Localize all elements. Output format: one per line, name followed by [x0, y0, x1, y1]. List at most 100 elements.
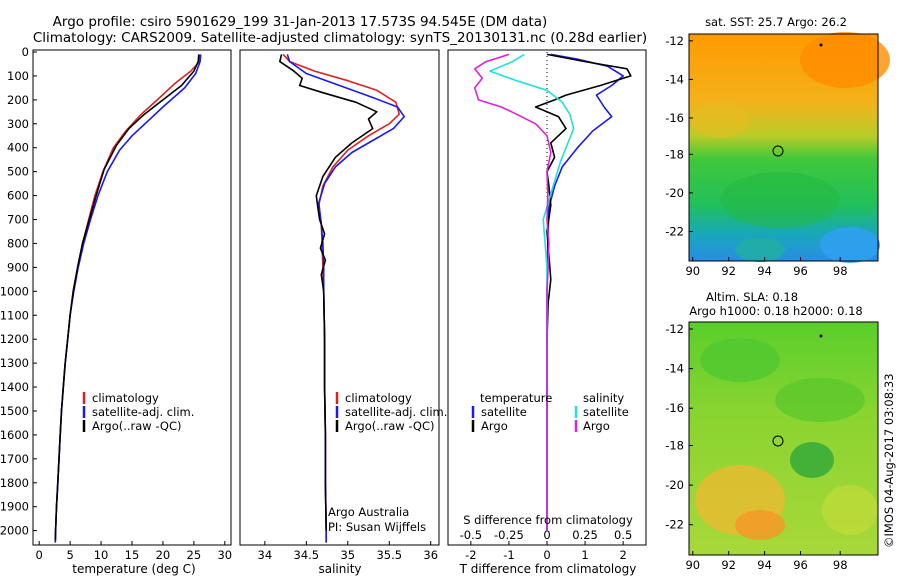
- sla-dark-green-patch: [790, 442, 834, 478]
- map-lon-label: 96: [793, 558, 808, 572]
- sst-map-axes: -12 -14 -16 -18 -20 -22 90 92 94 96 98: [665, 34, 847, 278]
- sla-lime-patch: [822, 485, 878, 535]
- temperature-tick-label: 15: [125, 548, 140, 562]
- depth-tick-label: 1400: [0, 380, 29, 394]
- map-lat-label: -20: [665, 478, 684, 492]
- depth-tick-label: 700: [7, 213, 29, 227]
- s-diff-tick-label: 0.5: [614, 528, 632, 542]
- series-argo-raw-qc-: [278, 54, 378, 531]
- depth-tick-label: 1000: [0, 284, 29, 298]
- depth-tick-label: 300: [7, 117, 29, 131]
- map-lat-label: -18: [665, 147, 684, 161]
- depth-tick-label: 1800: [0, 476, 29, 490]
- salinity-tick-label: 35: [340, 548, 355, 562]
- depth-tick-label: 900: [7, 260, 29, 274]
- temperature-tick-label: 10: [94, 548, 109, 562]
- depth-tick-label: 1500: [0, 404, 29, 418]
- map-lat-label: -14: [665, 72, 684, 86]
- map-lon-label: 92: [721, 558, 736, 572]
- t-diff-tick-label: 0: [543, 548, 550, 562]
- depth-tick-label: 1300: [0, 356, 29, 370]
- series-argo-raw-qc-: [54, 54, 200, 541]
- depth-tick-label: 1700: [0, 452, 29, 466]
- depth-tick-label: 100: [7, 69, 29, 83]
- sla-map-title-2: Argo h1000: 0.18 h2000: 0.18: [689, 304, 862, 318]
- salinity-panel-frame: [239, 49, 440, 546]
- map-lon-label: 96: [793, 264, 808, 278]
- sla-orange-patch: [735, 510, 785, 540]
- legend-t-argo: Argo: [481, 419, 508, 433]
- map-lat-label: -12: [665, 34, 684, 48]
- depth-tick-label: 800: [7, 236, 29, 250]
- t-diff-tick-label: 1: [581, 548, 588, 562]
- legend-climatology: climatology: [92, 391, 159, 405]
- t-diff-tick-label: -2: [465, 548, 476, 562]
- sla-map-frame: [688, 321, 879, 556]
- map-lat-label: -22: [665, 224, 684, 238]
- map-lat-label: -16: [665, 111, 684, 125]
- sla-green-patch-2: [775, 378, 865, 422]
- difference-legend: temperature satellite Argo salinity sate…: [471, 391, 629, 433]
- legend-argo: Argo(..raw -QC): [92, 419, 182, 433]
- map-lon-label: 90: [685, 264, 700, 278]
- series-climatology: [54, 54, 201, 543]
- sst-cool-patch: [820, 227, 880, 263]
- s-diff-tick-label: 0.25: [572, 528, 598, 542]
- map-lon-label: 92: [721, 264, 736, 278]
- sla-map: [688, 321, 879, 556]
- difference-xlabel-bottom: T difference from climatology: [459, 562, 637, 576]
- temperature-legend: climatology satellite-adj. clim. Argo(..…: [82, 391, 194, 433]
- series-t-satellite: [546, 53, 625, 531]
- depth-tick-label: 500: [7, 165, 29, 179]
- map-lat-label: -20: [665, 186, 684, 200]
- depth-tick-label: 1200: [0, 332, 29, 346]
- difference-xlabel-top: S difference from climatology: [463, 513, 633, 527]
- depth-tick-label: 1100: [0, 308, 29, 322]
- legend-s-argo: Argo: [583, 419, 610, 433]
- argo-location-marker: [772, 435, 784, 447]
- map-lon-label: 94: [757, 264, 772, 278]
- salinity-tick-label: 34.5: [294, 548, 320, 562]
- depth-tick-label: 200: [7, 93, 29, 107]
- depth-tick-label: 600: [7, 189, 29, 203]
- series-s-satellite: [489, 53, 575, 531]
- legend-s-satellite: satellite: [583, 405, 629, 419]
- title-line-2: Climatology: CARS2009. Satellite-adjuste…: [33, 30, 647, 46]
- salinity-tick-label: 36: [423, 548, 438, 562]
- legend-satellite: satellite-adj. clim.: [92, 405, 194, 419]
- map-lat-label: -12: [665, 322, 684, 336]
- temperature-tick-label: 5: [66, 548, 73, 562]
- salinity-legend: climatology satellite-adj. clim. Argo(..…: [335, 391, 447, 433]
- depth-tick-label: 1600: [0, 428, 29, 442]
- series-t-argo: [534, 53, 632, 531]
- legend-salinity-header: salinity: [583, 391, 624, 405]
- island-dot: [819, 43, 823, 47]
- t-diff-tick-label: -1: [503, 548, 514, 562]
- sst-mid-patch: [690, 102, 750, 138]
- temperature-tick-label: 0: [36, 548, 43, 562]
- legend-climatology: climatology: [345, 391, 412, 405]
- sst-teal-patch: [735, 238, 785, 262]
- temperature-x-ticks: 0 5 10 15 20 25 30: [36, 541, 232, 562]
- annotation-argo-australia: Argo Australia: [328, 505, 409, 519]
- argo-location-marker: [772, 145, 784, 157]
- map-lon-label: 98: [833, 264, 848, 278]
- sla-map-axes: -12 -14 -16 -18 -20 -22 90 92 94 96 98: [665, 322, 847, 572]
- map-lon-label: 98: [833, 558, 848, 572]
- s-diff-tick-label: -0.5: [460, 528, 482, 542]
- temperature-tick-label: 25: [187, 548, 202, 562]
- sla-green-patch: [700, 338, 780, 382]
- depth-tick-label: 0: [22, 45, 29, 59]
- salinity-tick-label: 34: [258, 548, 273, 562]
- salinity-xlabel: salinity: [318, 562, 361, 576]
- difference-x-ticks: -2 -1 0 1 2 -0.5 -0.25 0 0.25 0.5: [460, 528, 633, 562]
- temperature-tick-label: 30: [217, 548, 232, 562]
- legend-satellite: satellite-adj. clim.: [345, 405, 447, 419]
- sst-green-patch: [720, 172, 840, 228]
- annotation-pi: PI: Susan Wijffels: [328, 520, 426, 534]
- s-diff-tick-label: -0.25: [494, 528, 524, 542]
- salinity-tick-label: 35.5: [376, 548, 402, 562]
- sst-warm-patch: [800, 32, 890, 88]
- map-lat-label: -22: [665, 518, 684, 532]
